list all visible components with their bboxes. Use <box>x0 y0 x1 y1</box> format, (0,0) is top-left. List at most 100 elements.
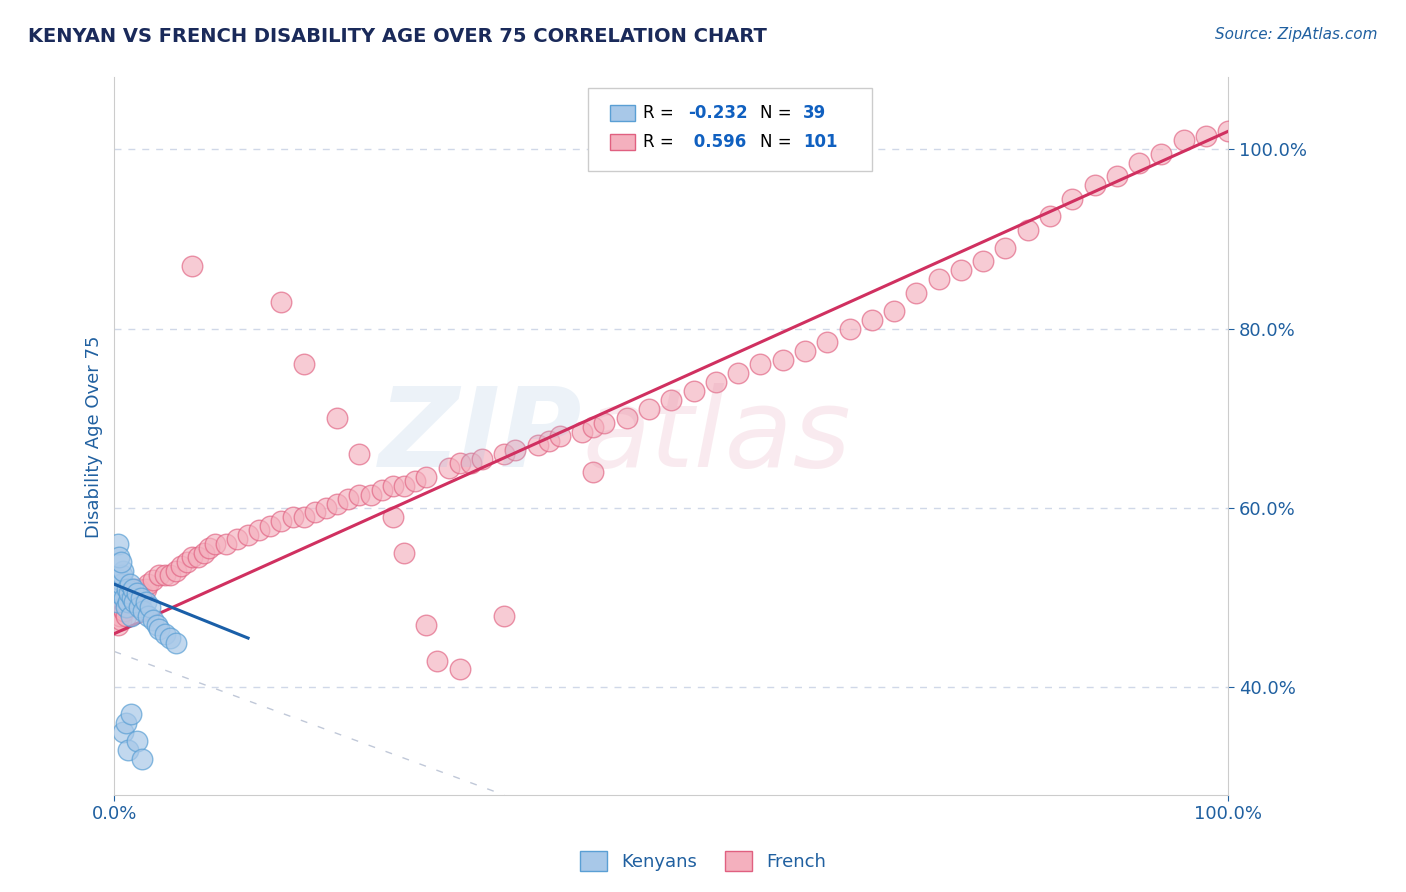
Point <box>548 429 571 443</box>
Point <box>1083 178 1105 192</box>
Point <box>270 515 292 529</box>
Point <box>110 577 132 591</box>
Text: KENYAN VS FRENCH DISABILITY AGE OVER 75 CORRELATION CHART: KENYAN VS FRENCH DISABILITY AGE OVER 75 … <box>28 27 768 45</box>
Point <box>292 358 315 372</box>
Point <box>247 524 270 538</box>
Point <box>994 241 1017 255</box>
Point <box>112 725 135 739</box>
Point <box>404 474 426 488</box>
Point <box>117 591 139 605</box>
Point <box>1017 223 1039 237</box>
Point <box>437 460 460 475</box>
Point <box>415 469 437 483</box>
Point <box>108 550 131 565</box>
Point <box>1062 192 1084 206</box>
Point <box>928 272 950 286</box>
Point <box>337 491 360 506</box>
Point <box>772 353 794 368</box>
Point <box>170 559 193 574</box>
Text: 0.596: 0.596 <box>688 133 747 151</box>
Point <box>121 586 143 600</box>
Point <box>114 591 136 605</box>
Point <box>135 595 157 609</box>
Point <box>638 402 661 417</box>
Point <box>153 568 176 582</box>
Point <box>315 501 337 516</box>
Point <box>193 546 215 560</box>
Point <box>105 595 128 609</box>
Point <box>236 528 259 542</box>
Point <box>142 573 165 587</box>
FancyBboxPatch shape <box>610 105 634 121</box>
Point <box>114 599 136 614</box>
Point <box>426 653 449 667</box>
Point <box>1173 133 1195 147</box>
Point <box>122 582 145 596</box>
Point <box>108 573 131 587</box>
Point <box>1150 146 1173 161</box>
Point <box>108 586 131 600</box>
Point <box>112 595 135 609</box>
Text: 39: 39 <box>803 104 825 122</box>
Point <box>115 599 138 614</box>
Legend: Kenyans, French: Kenyans, French <box>572 844 834 879</box>
Point <box>381 478 404 492</box>
Text: atlas: atlas <box>582 383 851 490</box>
Point <box>905 285 928 300</box>
Point <box>124 595 146 609</box>
Point <box>1218 124 1240 138</box>
Point <box>727 367 749 381</box>
Point <box>582 465 605 479</box>
Text: ZIP: ZIP <box>378 383 582 490</box>
Point <box>128 599 150 614</box>
Point <box>526 438 548 452</box>
Point <box>120 707 142 722</box>
Point <box>124 582 146 596</box>
Point <box>135 582 157 596</box>
Point <box>153 626 176 640</box>
Point <box>142 613 165 627</box>
Point <box>449 663 471 677</box>
Point <box>111 599 134 614</box>
Point <box>132 604 155 618</box>
Point <box>108 608 131 623</box>
Point <box>125 586 148 600</box>
Point <box>136 608 159 623</box>
Point <box>176 555 198 569</box>
Point <box>326 496 349 510</box>
Point <box>112 564 135 578</box>
Point <box>136 577 159 591</box>
Point <box>117 595 139 609</box>
Point <box>117 743 139 757</box>
Y-axis label: Disability Age Over 75: Disability Age Over 75 <box>86 335 103 538</box>
Text: -0.232: -0.232 <box>688 104 748 122</box>
Point <box>125 586 148 600</box>
Point <box>1195 128 1218 143</box>
Point <box>204 537 226 551</box>
Point <box>392 478 415 492</box>
Point <box>571 425 593 439</box>
Text: N =: N = <box>761 104 797 122</box>
Point <box>616 411 638 425</box>
Point <box>415 617 437 632</box>
FancyBboxPatch shape <box>588 88 872 170</box>
Point <box>110 555 132 569</box>
Point <box>883 303 905 318</box>
Point <box>131 586 153 600</box>
Point <box>593 416 616 430</box>
Point <box>187 550 209 565</box>
Point <box>281 510 304 524</box>
Point <box>349 447 371 461</box>
Point <box>125 734 148 748</box>
Point <box>537 434 560 448</box>
Point <box>139 599 162 614</box>
Point <box>165 564 187 578</box>
Point <box>494 608 516 623</box>
Point <box>159 568 181 582</box>
Point <box>148 568 170 582</box>
Point <box>114 608 136 623</box>
Text: 101: 101 <box>803 133 837 151</box>
Point <box>860 312 883 326</box>
Point <box>165 635 187 649</box>
Point <box>114 716 136 731</box>
